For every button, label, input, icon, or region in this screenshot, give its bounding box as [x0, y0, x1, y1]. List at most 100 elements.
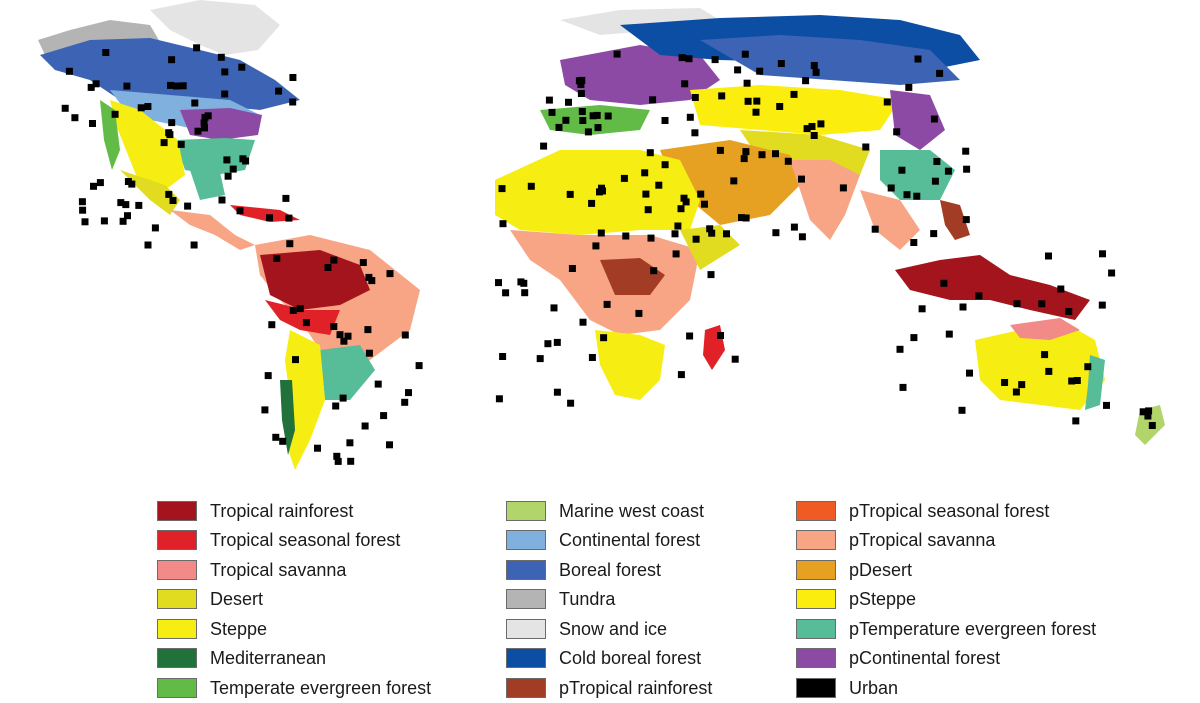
urban-marker [264, 372, 272, 380]
urban-marker [930, 230, 938, 238]
south-america-seasonal [265, 300, 340, 335]
urban-marker [71, 114, 79, 122]
urban-marker [324, 264, 332, 271]
urban-marker [752, 108, 760, 116]
urban-marker [562, 116, 570, 124]
urban-marker [686, 113, 694, 121]
urban-marker [798, 175, 805, 183]
madagascar [703, 325, 725, 370]
urban-marker [555, 123, 563, 131]
legend-label: pDesert [849, 559, 913, 580]
urban-marker [742, 148, 750, 156]
philippines [940, 200, 970, 240]
legend-label: pTemperature evergreen forest [849, 618, 1097, 639]
caribbean [230, 205, 300, 222]
urban-marker [330, 256, 338, 264]
urban-marker [741, 50, 749, 58]
legend-label: Urban [849, 677, 899, 698]
urban-marker [661, 117, 669, 124]
urban-marker [100, 217, 108, 225]
legend-item-tropical-savanna: Tropical savanna [157, 555, 497, 585]
urban-marker [79, 206, 87, 214]
urban-marker [686, 332, 694, 340]
urban-marker [346, 439, 354, 447]
australia-north-savanna [1010, 318, 1080, 340]
urban-marker [333, 452, 341, 460]
urban-markers [61, 44, 1156, 465]
urban-marker [61, 104, 69, 112]
urban-marker [958, 406, 966, 414]
urban-marker [201, 124, 208, 132]
urban-marker [944, 167, 952, 175]
urban-marker [692, 235, 700, 243]
urban-marker [144, 103, 152, 110]
urban-marker [756, 67, 764, 75]
legend-swatch [157, 559, 197, 580]
urban-marker [649, 96, 657, 104]
urban-marker [589, 112, 597, 120]
urban-marker [706, 225, 714, 233]
world-biome-map [38, 0, 1165, 470]
urban-marker [776, 103, 784, 110]
urban-marker [165, 129, 173, 137]
urban-marker [810, 62, 818, 69]
legend-label: Marine west coast [559, 500, 705, 521]
urban-marker [896, 345, 904, 353]
urban-marker [167, 81, 174, 89]
legend-swatch [796, 677, 836, 698]
urban-marker [731, 355, 739, 363]
urban-marker [137, 104, 145, 112]
urban-marker [646, 149, 654, 157]
urban-marker [268, 321, 276, 329]
siberia-islands-ice [560, 8, 720, 35]
urban-marker [193, 44, 201, 52]
urban-marker [931, 177, 939, 185]
legend-swatch [796, 648, 836, 669]
india-psavanna [790, 160, 860, 240]
urban-marker [962, 147, 970, 155]
legend-item-mediterranean: Mediterranean [157, 644, 497, 674]
urban-marker [119, 217, 127, 225]
urban-marker [566, 190, 574, 198]
urban-marker [90, 182, 97, 190]
urban-marker [1108, 269, 1116, 277]
urban-marker [883, 98, 891, 106]
legend-label: pTropical rainforest [559, 677, 713, 698]
urban-marker [223, 156, 231, 164]
urban-marker [344, 332, 352, 340]
urban-marker [179, 82, 187, 90]
legend-swatch [506, 677, 546, 698]
legend-item-p-tropical-seasonal-forest: pTropical seasonal forest [796, 496, 1136, 526]
urban-marker [810, 132, 818, 139]
urban-marker [613, 50, 621, 58]
legend-swatch [157, 530, 197, 551]
urban-marker [221, 90, 229, 98]
urban-marker [622, 232, 630, 240]
north-america-west-steppe [110, 100, 185, 190]
urban-marker [1038, 300, 1046, 308]
urban-marker [680, 194, 688, 202]
urban-marker [579, 117, 587, 124]
urban-marker [577, 90, 585, 97]
urban-marker [405, 389, 412, 397]
urban-marker [678, 54, 686, 62]
urban-marker [190, 241, 198, 249]
urban-marker [289, 306, 297, 314]
urban-marker [1072, 417, 1080, 425]
legend-item-tropical-seasonal-forest: Tropical seasonal forest [157, 526, 497, 556]
eurasia-steppe [690, 85, 900, 135]
urban-marker [81, 218, 89, 226]
urban-marker [707, 271, 715, 279]
urban-marker [577, 81, 585, 88]
urban-marker [933, 158, 941, 165]
urban-marker [273, 255, 281, 262]
legend-column-2: Marine west coast Continental forest Borea… [506, 496, 846, 703]
urban-marker [302, 319, 310, 327]
urban-marker [553, 338, 561, 346]
urban-marker [292, 356, 299, 364]
urban-marker [173, 82, 180, 90]
legend-item-desert: Desert [157, 585, 497, 615]
urban-marker [221, 68, 229, 76]
urban-marker [905, 83, 913, 91]
urban-marker [194, 127, 202, 135]
